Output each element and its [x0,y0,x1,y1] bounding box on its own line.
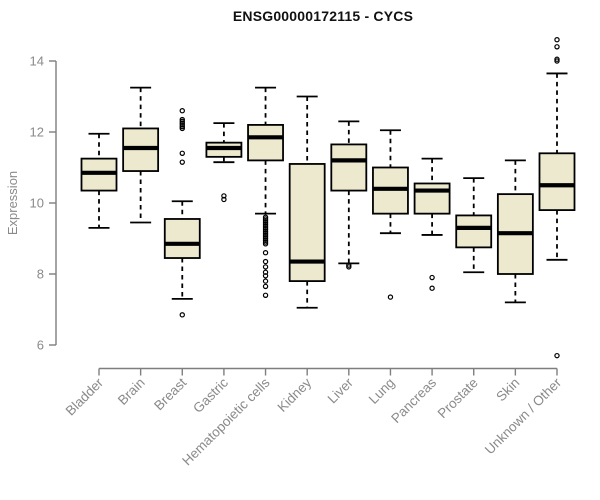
outlier-point [262,283,269,290]
outlier-point [262,218,269,224]
x-tick-label: Lung [366,375,398,407]
outlier-point [554,352,560,359]
outlier-point [262,230,269,236]
outlier-point [262,269,269,275]
outlier-point [262,214,269,220]
outlier-point [262,239,269,245]
outlier-point [554,37,560,43]
x-tick-label: Prostate [435,375,481,421]
y-tick-label: 6 [37,338,44,353]
outlier-point [179,116,185,123]
box [330,143,368,192]
outlier-point [262,228,269,235]
outlier-point [179,107,185,114]
outlier-point [429,285,435,291]
outlier-point [262,241,269,247]
outlier-point [262,264,269,270]
x-tick-label: Unknown / Other [482,375,565,458]
outlier-point [262,232,269,238]
outlier-point [262,278,269,284]
outlier-point [179,122,185,128]
outlier-point [262,221,269,227]
outlier-point [179,159,185,165]
x-tick-label: Pancreas [388,375,439,426]
y-tick-label: 10 [30,196,44,211]
box [247,124,284,162]
outlier-point [262,223,269,229]
y-tick-label: 12 [30,125,44,140]
x-tick-label: Gastric [190,375,231,416]
outlier-point [262,237,269,243]
outlier-point [179,120,185,126]
outlier-point [262,216,269,222]
x-tick-label: Bladder [63,375,107,419]
box [413,182,451,215]
box [163,218,201,259]
outlier-point [179,150,185,156]
outlier-point [262,234,269,240]
box [538,152,576,212]
x-tick-label: Liver [325,375,357,407]
outlier-point [262,249,269,256]
x-tick-label: Kidney [275,375,315,415]
outlier-point [179,125,185,132]
outlier-point [346,262,352,268]
outlier-point [262,235,269,242]
outlier-point [346,264,352,270]
outlier-point [554,44,560,50]
outlier-point [554,56,560,62]
outlier-point [262,273,269,279]
x-tick-label: Breast [151,375,189,413]
outlier-point [262,225,269,231]
outlier-point [221,193,227,199]
outlier-point [554,58,560,64]
box [455,214,493,249]
outlier-point [179,123,185,130]
outlier-point [262,292,269,298]
y-tick-label: 14 [30,54,44,69]
y-axis-title: Expression [5,170,20,236]
outlier-point [221,196,227,203]
outlier-point [262,226,269,233]
outlier-point [179,118,185,125]
outlier-point [387,294,394,300]
y-tick-label: 8 [37,267,44,282]
outlier-point [429,274,435,281]
outlier-point [179,312,185,318]
chart-title: ENSG00000172115 - CYCS [232,8,414,24]
outlier-point [262,258,269,265]
x-tick-label: Brain [115,375,148,408]
outlier-point [262,219,269,226]
x-tick-label: Skin [493,375,522,404]
